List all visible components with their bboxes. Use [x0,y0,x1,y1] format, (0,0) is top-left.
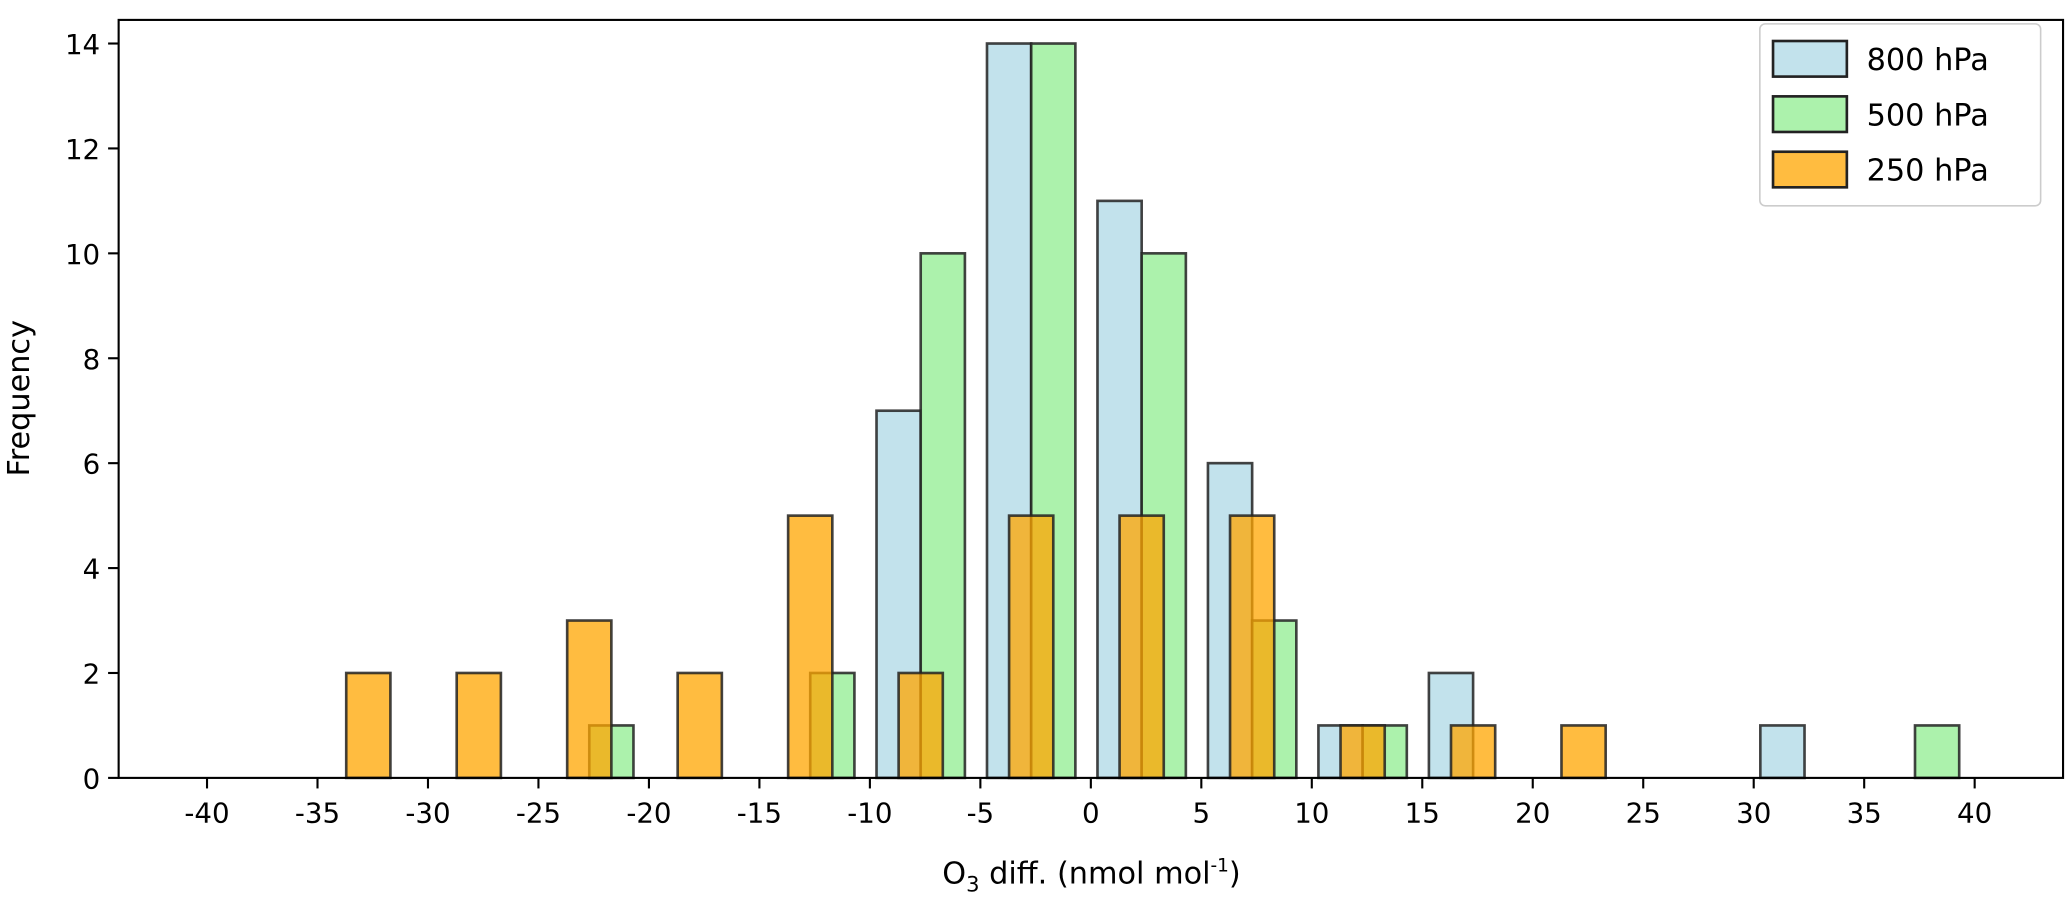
bar-250-hpa-bin--20 [676,671,724,780]
y-tick-label: 2 [83,658,101,691]
x-tick-label: -10 [847,797,892,830]
legend-label: 800 hPa [1867,43,1989,78]
x-tick-label: -25 [516,797,561,830]
legend-label: 500 hPa [1867,98,1989,133]
bar-250-hpa-bin-5 [1228,514,1276,780]
y-axis: 0 2 4 6 8 10 12 14 [65,28,119,795]
x-tick-label: 40 [1957,797,1992,830]
legend-swatch [1771,150,1849,189]
legend-swatch [1771,39,1849,78]
x-axis-label: O3 diff. (nmol mol-1) [942,855,1240,896]
x-axis: -40 -35 -30 -25 -20 -15 -10 -5 0 5 10 15 20 25 30 35 40 [184,777,1992,830]
legend-label: 250 hPa [1867,154,1989,189]
x-tick-label: 35 [1847,797,1882,830]
bar-250-hpa-bin-0 [1118,514,1166,780]
x-tick-label: 0 [1082,797,1100,830]
bar-250-hpa-bin--5 [1007,514,1055,780]
bars-layer [344,42,1961,780]
legend-swatch [1771,95,1849,134]
y-tick-label: 4 [83,553,101,586]
bar-250-hpa-bin--35 [344,671,392,780]
bar-250-hpa-bin--25 [565,619,613,780]
legend: 800 hPa 500 hPa 250 hPa [1759,23,2042,207]
x-tick-label: -30 [405,797,450,830]
y-tick-label: 8 [83,343,101,376]
x-tick-label: 15 [1405,797,1440,830]
bar-800-hpa-bin-30 [1759,724,1806,780]
bar-250-hpa-bin-20 [1560,724,1607,780]
bar-250-hpa-bin--15 [786,514,834,780]
bar-250-hpa-bin--10 [897,671,945,780]
y-tick-label: 0 [83,762,101,795]
x-tick-label: 20 [1515,797,1550,830]
x-tick-label: -20 [626,797,671,830]
y-tick-label: 12 [65,133,100,166]
x-tick-label: -35 [295,797,340,830]
y-tick-label: 14 [65,28,100,61]
bar-250-hpa-bin--30 [455,671,503,780]
y-tick-label: 6 [83,448,101,481]
x-tick-label: 10 [1294,797,1329,830]
x-tick-label: 30 [1736,797,1771,830]
y-axis-label: Frequency [2,320,37,477]
x-tick-label: -40 [184,797,229,830]
x-tick-label: 5 [1193,797,1211,830]
x-tick-label: -15 [737,797,782,830]
x-tick-label: -5 [967,797,995,830]
bar-250-hpa-bin-10 [1339,724,1387,780]
bar-250-hpa-bin-15 [1449,724,1497,780]
bar-500-hpa-bin-35 [1913,724,1961,780]
x-tick-label: 25 [1626,797,1661,830]
y-tick-label: 10 [65,238,100,271]
